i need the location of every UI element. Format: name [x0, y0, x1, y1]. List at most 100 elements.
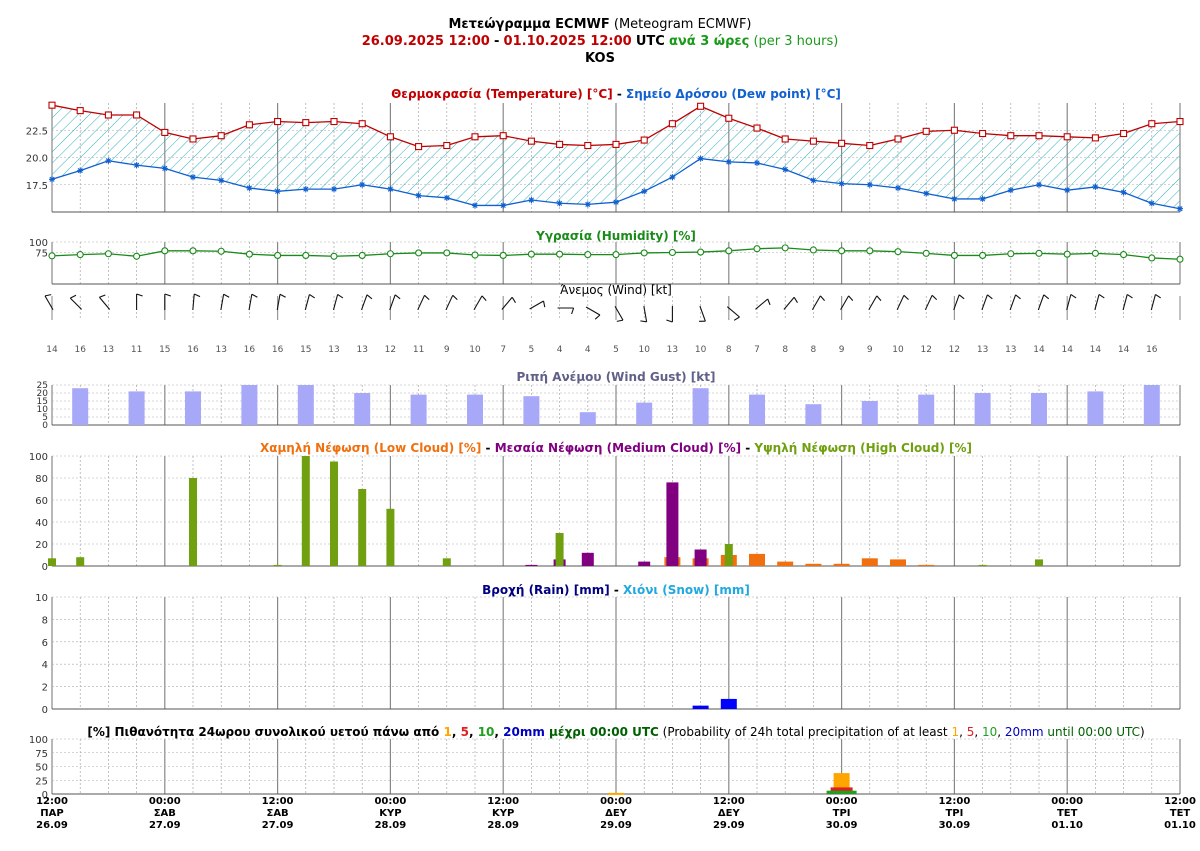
wind-barb — [840, 295, 850, 311]
clouds-ytick: 100 — [29, 452, 48, 463]
time-axis-day: ΤΕΤ — [1170, 808, 1191, 819]
wind-speed-label: 12 — [920, 345, 931, 355]
wind-barb-flag — [819, 295, 826, 301]
gust-ytick: 15 — [37, 397, 48, 407]
wind-barb — [1150, 294, 1156, 311]
wind-barb — [614, 305, 624, 321]
humidity-title-part: Υγρασία (Humidity) [%] — [535, 229, 696, 243]
gust-bar — [523, 396, 540, 425]
humidity-point — [1091, 249, 1099, 257]
dewpoint-point — [190, 174, 196, 181]
dewpoint-point — [1064, 187, 1071, 194]
wind-barb-flag — [666, 319, 673, 323]
probability-title-part: 5 — [967, 725, 975, 739]
high-cloud-bar — [76, 557, 85, 566]
gust-bar — [918, 394, 935, 425]
gust-bar — [72, 388, 89, 425]
temperature-ytick: 20.0 — [26, 154, 48, 165]
humidity-point — [133, 252, 141, 260]
wind-barb — [811, 295, 821, 311]
temperature-point — [584, 141, 592, 150]
wind-speed-label: 9 — [839, 345, 845, 355]
humidity-point — [415, 249, 423, 257]
wind-speed-label: 11 — [413, 345, 424, 355]
dewpoint-point — [613, 199, 619, 206]
wind-speed-label: 16 — [244, 345, 256, 355]
wind-speed-label: 15 — [159, 345, 170, 355]
wind-speed-label: 16 — [74, 345, 86, 355]
wind-speed-label: 4 — [585, 345, 591, 355]
medium-cloud-bar — [638, 561, 651, 566]
temperature-point — [1148, 120, 1156, 128]
temperature-point — [358, 120, 366, 128]
wind-speed-label: 13 — [215, 345, 226, 355]
wind-barb — [726, 306, 740, 318]
humidity-point — [104, 250, 112, 258]
high-cloud-bar — [442, 558, 451, 566]
medium-cloud-bar — [666, 482, 679, 566]
temperature-dewpoint-band — [52, 105, 1180, 209]
wind-barb-flag — [793, 296, 798, 303]
header-title-line: Μετεώγραμμα ECMWF (Meteogram ECMWF) — [0, 16, 1200, 33]
wind-barb-flag — [136, 293, 143, 297]
wind-speed-label: 16 — [272, 345, 284, 355]
time-axis-time: 00:00 — [149, 796, 181, 807]
precip-ytick: 10 — [35, 593, 48, 604]
wind-barb-flag — [366, 294, 373, 300]
dewpoint-point — [387, 186, 394, 193]
temperature-point — [979, 129, 987, 138]
wind-speed-label: 13 — [103, 345, 114, 355]
wind-barb-flag — [876, 295, 882, 301]
high-cloud-bar — [555, 533, 564, 566]
temperature-ytick: 22.5 — [26, 126, 48, 137]
time-axis-time: 12:00 — [262, 796, 294, 807]
time-axis-day: ΤΡΙ — [833, 808, 851, 819]
humidity-point — [161, 247, 169, 255]
probability-title-part: , — [974, 725, 982, 739]
time-axis-date: 01.10 — [1164, 820, 1196, 831]
gust-title-part: Ριπή Ανέμου (Wind Gust) [kt] — [517, 370, 716, 384]
wind-barb — [276, 294, 281, 311]
wind-barb-flag — [223, 293, 230, 298]
wind-barb-flag — [903, 294, 909, 301]
low-cloud-bar — [749, 553, 765, 566]
precip-ytick: 8 — [42, 615, 48, 626]
wind-barb — [643, 305, 648, 322]
gust-title: Ριπή Ανέμου (Wind Gust) [kt] — [517, 370, 716, 384]
humidity-point — [330, 252, 338, 260]
wind-barb — [445, 295, 454, 311]
temperature-ytick: 17.5 — [26, 181, 48, 192]
temperature-point — [133, 111, 141, 119]
dewpoint-point — [359, 181, 366, 188]
wind-speed-label: 8 — [782, 345, 788, 355]
gust-ytick: 20 — [37, 389, 49, 399]
dewpoint-point — [669, 174, 676, 181]
temperature-point — [104, 111, 112, 119]
probability-ytick: 25 — [35, 776, 48, 787]
rain-bar — [692, 705, 709, 709]
wind-barb — [981, 294, 988, 311]
dewpoint-point — [923, 190, 930, 197]
time-axis-date: 28.09 — [375, 820, 407, 831]
gust-bar — [467, 394, 483, 425]
temperature-point — [753, 124, 761, 132]
medium-cloud-bar — [694, 549, 707, 566]
dewpoint-point — [951, 195, 958, 202]
wind-speed-label: 10 — [695, 345, 707, 355]
wind-speed-label: 9 — [444, 345, 450, 355]
humidity-point — [76, 251, 84, 259]
wind-speed-label: 16 — [1146, 345, 1158, 355]
high-cloud-bar — [301, 456, 310, 566]
gust-bar — [974, 393, 991, 425]
wind-barb-flag — [99, 294, 106, 298]
time-axis-day: ΚΥΡ — [492, 808, 514, 819]
temperature-point — [640, 136, 648, 144]
header-date-from: 26.09.2025 12:00 — [361, 34, 490, 49]
wind-speed-label: 14 — [1061, 345, 1073, 355]
wind-barb — [1009, 294, 1017, 311]
temperature-point — [556, 140, 564, 148]
wind-speed-label: 10 — [892, 345, 904, 355]
temperature-point — [274, 117, 282, 126]
low-cloud-bar — [918, 564, 935, 566]
temperature-point — [48, 101, 56, 109]
